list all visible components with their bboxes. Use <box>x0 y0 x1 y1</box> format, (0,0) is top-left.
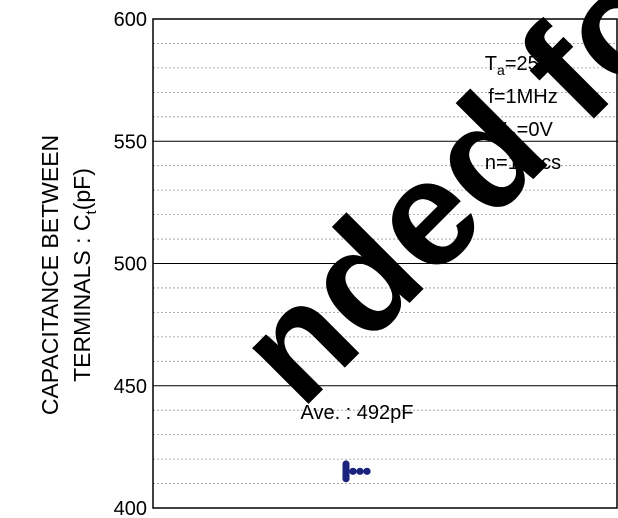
average-annotation: Ave. : 492pF <box>300 402 413 424</box>
data-point <box>363 467 371 475</box>
y-tick-label: 400 <box>114 498 147 518</box>
data-point <box>342 475 350 483</box>
data-point <box>349 467 357 475</box>
y-tick-label: 600 <box>114 9 147 31</box>
y-axis-title-line1: CAPACITANCE BETWEEN <box>37 135 63 415</box>
y-tick-label: 500 <box>114 254 147 276</box>
test-conditions: Ta=25°C f=1MHz VR=0V n=10pcs <box>485 53 561 174</box>
plot-frame <box>152 18 618 509</box>
condition-reverse-voltage: VR=0V <box>493 119 553 144</box>
y-axis-title-line2: TERMINALS : Ct(pF) <box>69 168 100 382</box>
condition-sample-count: n=10pcs <box>485 152 561 174</box>
data-points <box>342 460 371 483</box>
condition-temperature: Ta=25°C <box>485 53 561 78</box>
y-tick-label: 550 <box>114 131 147 153</box>
data-point <box>356 467 364 475</box>
condition-frequency: f=1MHz <box>488 86 557 108</box>
y-tick-label: 450 <box>114 376 147 398</box>
grid-layer <box>153 43 618 484</box>
y-tick-labels: 400 450 500 550 600 <box>114 9 147 518</box>
